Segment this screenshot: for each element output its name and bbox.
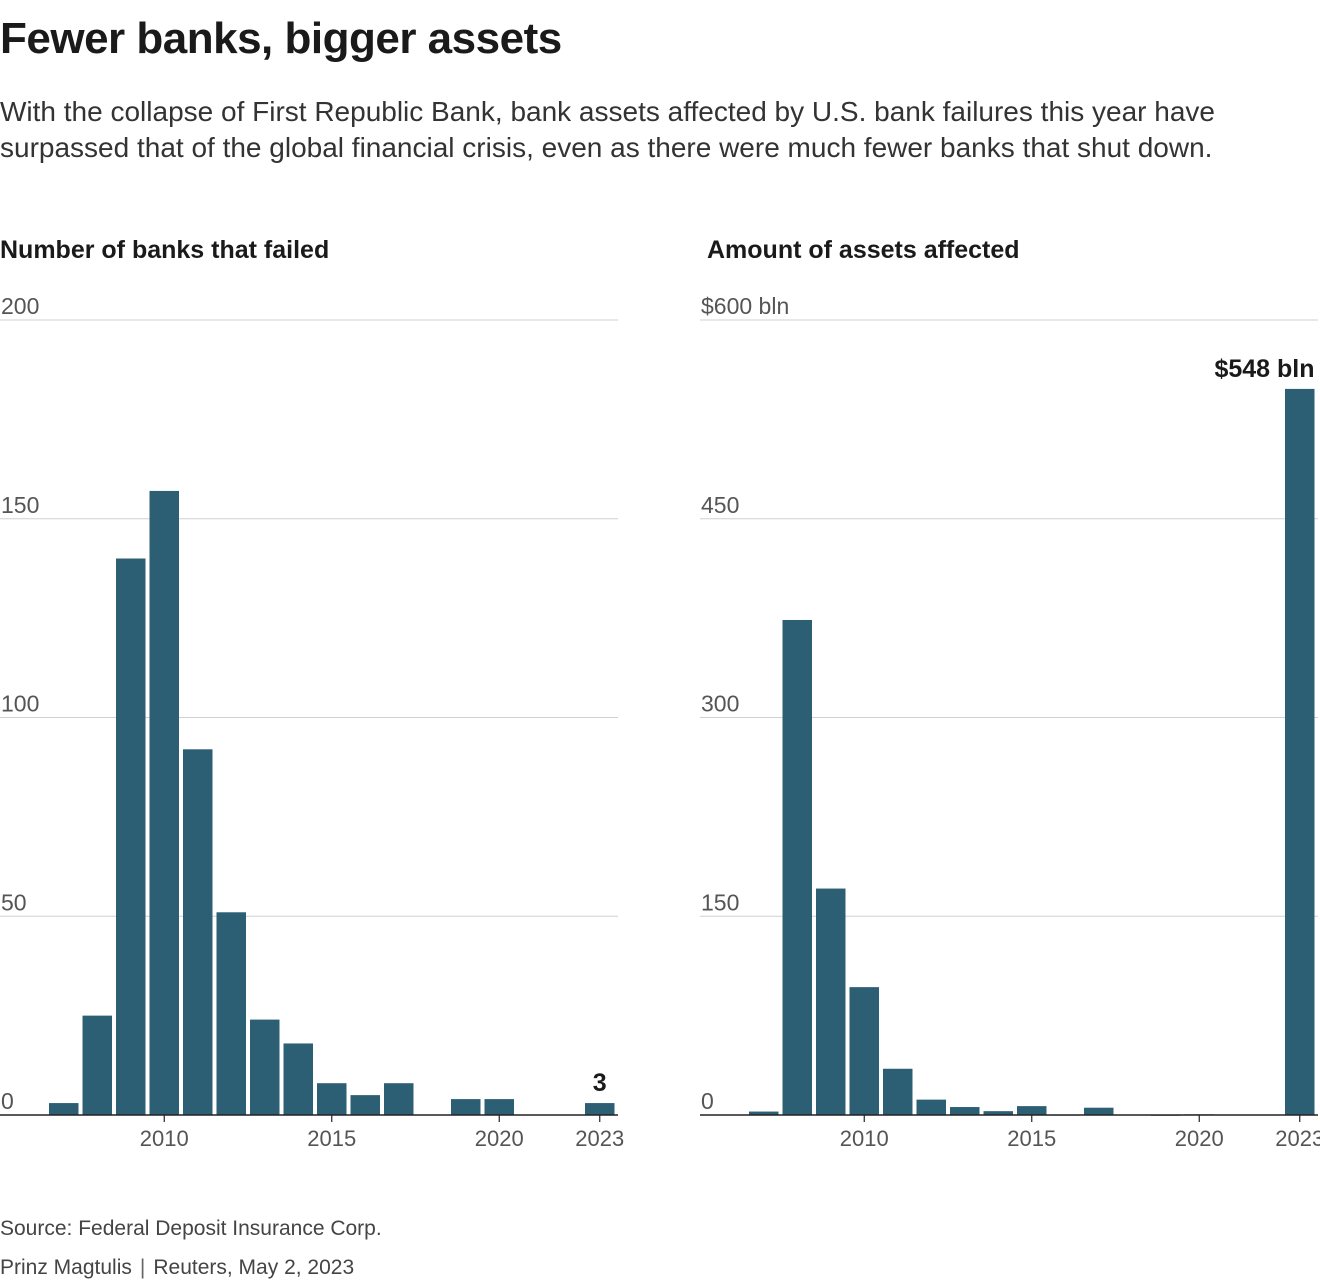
bar-2012 xyxy=(216,912,246,1115)
x-tick-label: 2015 xyxy=(1007,1126,1056,1151)
bar-2009 xyxy=(116,558,146,1115)
bar-2017 xyxy=(1084,1107,1114,1115)
x-tick-label: 2023 xyxy=(1275,1126,1320,1151)
y-tick-label: 0 xyxy=(1,1088,14,1114)
x-tick-label: 2020 xyxy=(1175,1126,1224,1151)
bar-2017 xyxy=(384,1083,414,1115)
bar-2008 xyxy=(82,1015,112,1115)
bar-2013 xyxy=(250,1019,280,1115)
y-tick-label: 450 xyxy=(701,492,739,518)
bar-2014 xyxy=(283,1043,313,1115)
chart-title: Fewer banks, bigger assets xyxy=(0,14,562,63)
bar-2023 xyxy=(1285,388,1315,1115)
source-note: Source: Federal Deposit Insurance Corp. xyxy=(0,1217,382,1240)
author-name: Prinz Magtulis xyxy=(0,1256,132,1279)
bar-2011 xyxy=(883,1068,913,1115)
bar-2014 xyxy=(983,1111,1013,1115)
y-tick-label: 300 xyxy=(701,691,739,717)
bar-2009 xyxy=(816,888,846,1115)
y-tick-label: $600 bln xyxy=(701,293,789,319)
y-tick-label: 150 xyxy=(1,492,39,518)
bar-2008 xyxy=(782,619,812,1115)
bar-value-label: 3 xyxy=(593,1069,607,1097)
bar-2007 xyxy=(749,1111,779,1115)
credit-line: Prinz Magtulis | Reuters, May 2, 2023 xyxy=(0,1256,354,1280)
bank-failures-chart: 0 50 100 150 200 2010 2015 2020 2023 3 xyxy=(0,293,624,1151)
y-tick-label: 200 xyxy=(1,293,39,319)
x-tick-label: 2020 xyxy=(475,1126,524,1151)
y-tick-label: 50 xyxy=(1,889,27,915)
x-tick-label: 2015 xyxy=(307,1126,356,1151)
x-tick-label: 2010 xyxy=(140,1126,189,1151)
publisher-date: Reuters, May 2, 2023 xyxy=(153,1256,355,1279)
bar-2019 xyxy=(451,1099,481,1115)
bar-2010 xyxy=(149,490,179,1115)
right-panel-title: Amount of assets affected xyxy=(707,236,1020,264)
bar-2015 xyxy=(317,1083,347,1115)
bar-2012 xyxy=(916,1099,946,1115)
bar-2016 xyxy=(350,1095,380,1115)
left-panel-title: Number of banks that failed xyxy=(0,236,330,264)
chart-subtitle: With the collapse of First Republic Bank… xyxy=(0,96,1215,163)
x-tick-label: 2010 xyxy=(840,1126,889,1151)
bar-2007 xyxy=(49,1103,79,1115)
x-tick-label: 2023 xyxy=(575,1126,624,1151)
bar-2023 xyxy=(585,1103,615,1115)
bar-2020 xyxy=(484,1099,514,1115)
credit-separator: | xyxy=(139,1256,146,1279)
bar-2013 xyxy=(950,1107,980,1115)
y-tick-label: 0 xyxy=(701,1088,714,1114)
bar-2010 xyxy=(849,987,879,1115)
y-tick-label: 100 xyxy=(1,691,39,717)
y-tick-label: 150 xyxy=(701,889,739,915)
bar-value-label: $548 bln xyxy=(1214,355,1314,383)
assets-affected-chart: 0 150 300 450 $600 bln 2010 2015 2020 2023 $548 b… xyxy=(700,293,1320,1151)
bar-2015 xyxy=(1017,1106,1047,1115)
bar-2011 xyxy=(183,749,213,1115)
